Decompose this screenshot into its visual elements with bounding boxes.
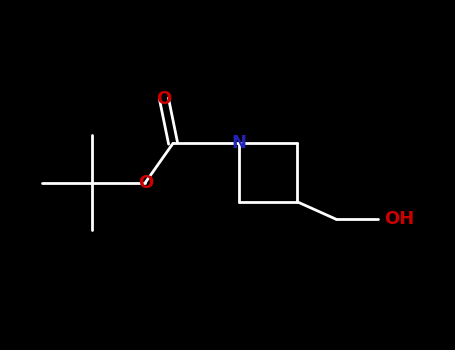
Text: O: O	[138, 174, 153, 191]
Text: O: O	[157, 90, 172, 108]
Text: N: N	[231, 134, 246, 152]
Text: OH: OH	[384, 210, 414, 228]
